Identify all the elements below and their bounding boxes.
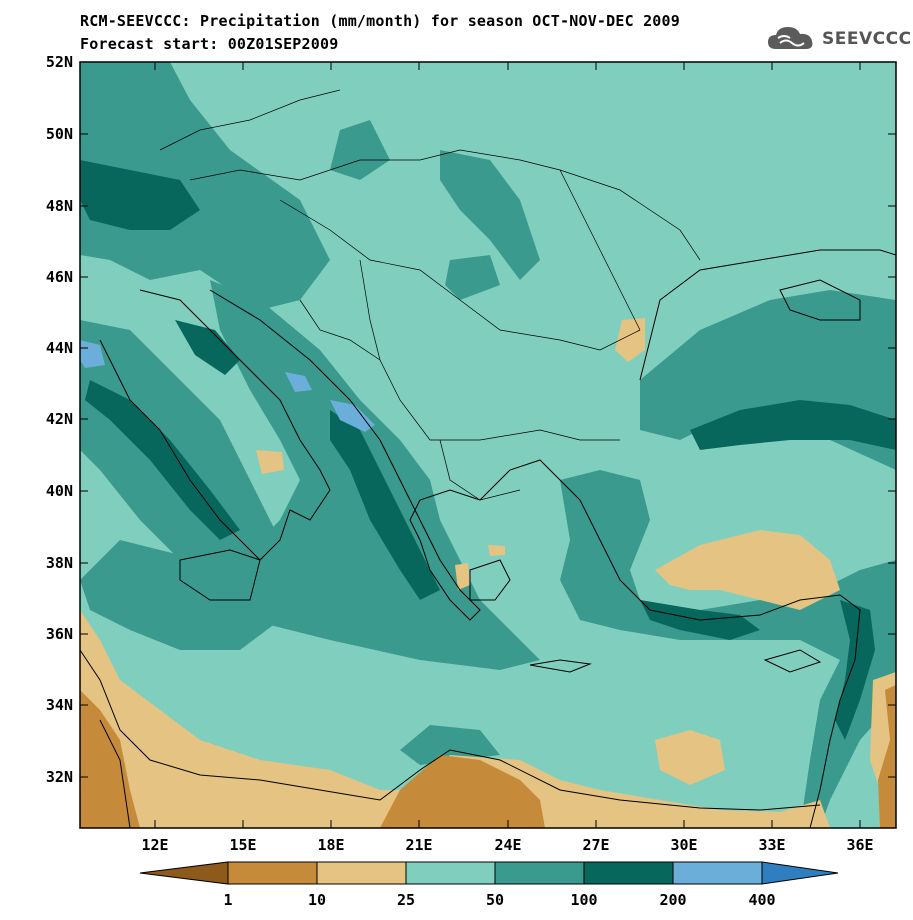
- colorbar-swatch: [494, 861, 585, 885]
- country-borders: [159, 89, 701, 501]
- lat-label: 48N: [46, 197, 73, 215]
- lon-label: 30E: [670, 836, 697, 854]
- lat-label: 50N: [46, 125, 73, 143]
- colorbar-swatch: [405, 861, 496, 885]
- colorbar-label: 25: [397, 891, 415, 909]
- lat-label: 40N: [46, 482, 73, 500]
- seevccc-logo: SEEVCCC: [766, 24, 912, 54]
- logo-text: SEEVCCC: [822, 29, 912, 49]
- forecast-start-label: Forecast start: 00Z01SEP2009: [80, 35, 339, 53]
- field-10-25: [80, 318, 896, 828]
- lat-label: 42N: [46, 410, 73, 428]
- map-title: RCM-SEEVCCC: Precipitation (mm/month) fo…: [80, 12, 680, 30]
- lon-label: 24E: [494, 836, 521, 854]
- lat-label: 46N: [46, 268, 73, 286]
- lon-label: 27E: [582, 836, 609, 854]
- latitude-axis: 52N 50N 48N 46N 44N 42N 40N 38N 36N 34N …: [46, 53, 896, 786]
- colorbar-swatch: [672, 861, 763, 885]
- field-100-200: [80, 160, 896, 740]
- colorbar-label: 400: [748, 891, 775, 909]
- lat-label: 44N: [46, 339, 73, 357]
- colorbar-swatch: [316, 861, 407, 885]
- colorbar: 1 10 25 50 100 200 400: [139, 861, 839, 909]
- cloud-logo-icon: [768, 27, 813, 49]
- lat-label: 52N: [46, 53, 73, 71]
- lon-label: 15E: [229, 836, 256, 854]
- colorbar-label: 50: [486, 891, 504, 909]
- lat-label: 36N: [46, 625, 73, 643]
- colorbar-over-arrow: [761, 861, 839, 885]
- lat-label: 38N: [46, 554, 73, 572]
- longitude-axis: 12E 15E 18E 21E 24E 27E 30E 33E 36E: [141, 62, 874, 854]
- lon-label: 36E: [846, 836, 873, 854]
- map-frame: [79, 61, 897, 829]
- colorbar-under-arrow: [139, 861, 229, 885]
- colorbar-label: 1: [223, 891, 232, 909]
- lon-label: 21E: [405, 836, 432, 854]
- lat-label: 34N: [46, 696, 73, 714]
- colorbar-swatch: [583, 861, 674, 885]
- map-field: [80, 62, 896, 828]
- lon-label: 18E: [317, 836, 344, 854]
- colorbar-label: 10: [308, 891, 326, 909]
- field-200-400: [80, 340, 375, 432]
- lon-label: 12E: [141, 836, 168, 854]
- lon-label: 33E: [758, 836, 785, 854]
- lat-label: 32N: [46, 768, 73, 786]
- colorbar-label: 200: [659, 891, 686, 909]
- colorbar-label: 100: [570, 891, 597, 909]
- colorbar-swatch: [227, 861, 318, 885]
